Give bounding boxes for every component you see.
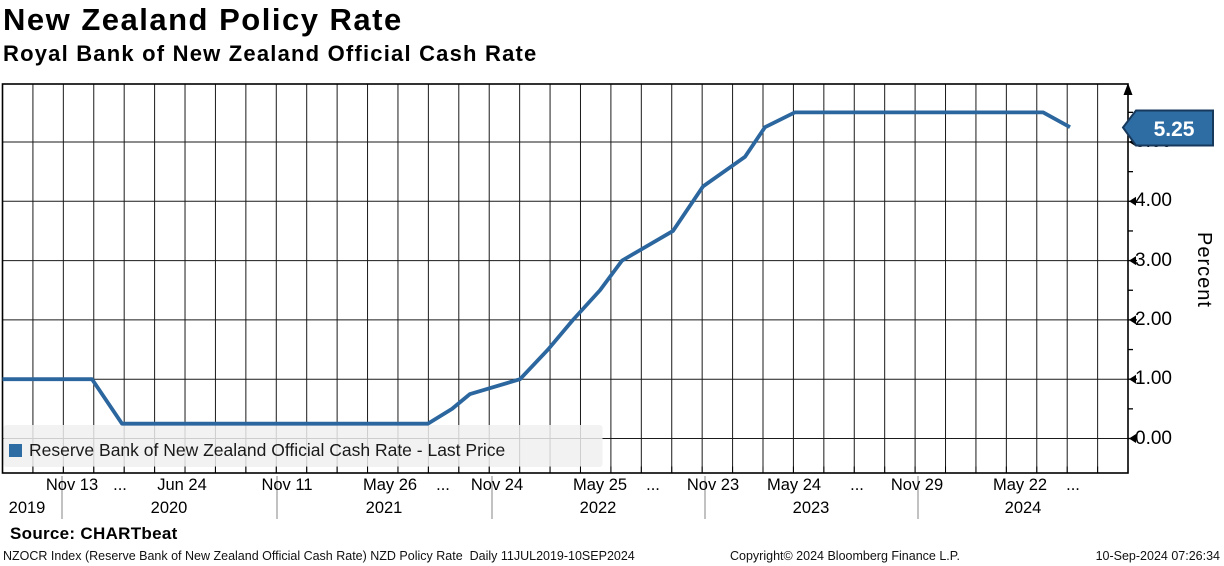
y-axis-tick-label: 2.00	[1135, 308, 1172, 330]
y-axis-tick-label: 5.00	[1135, 131, 1172, 152]
y-axis-tick-label: 4.00	[1135, 190, 1172, 212]
y-axis-tick-label: 3.00	[1135, 249, 1172, 271]
y-axis-tick-label: 0.00	[1135, 427, 1172, 449]
chart-subtitle: Royal Bank of New Zealand Official Cash …	[3, 41, 538, 66]
chart-title: New Zealand Policy Rate	[3, 2, 403, 37]
y-axis-tick-label: 1.00	[1135, 368, 1172, 390]
